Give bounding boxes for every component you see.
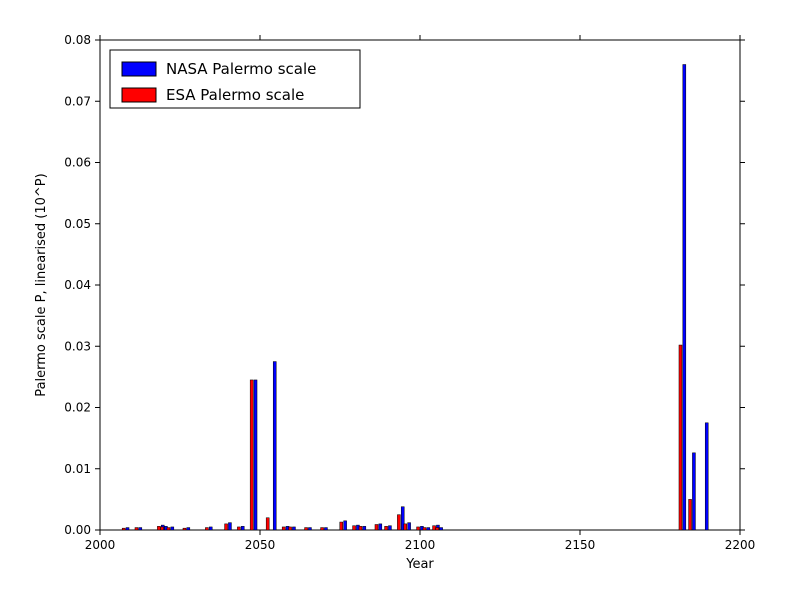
bar (427, 528, 430, 530)
y-tick-label: 0.04 (64, 278, 91, 292)
bar (408, 523, 411, 530)
y-tick-label: 0.01 (64, 462, 91, 476)
x-axis-label: Year (405, 557, 434, 572)
bar (250, 380, 253, 530)
palermo-chart: 2000 2050 2100 2150 2200 0.00 0.01 0.02 0.03 0.04… (0, 0, 800, 600)
legend-label: ESA Palermo scale (166, 86, 304, 104)
bar (171, 527, 174, 530)
bar (423, 528, 426, 530)
bar (266, 518, 269, 530)
bar (340, 522, 343, 530)
bar (209, 527, 212, 530)
x-tick-label: 2100 (405, 538, 436, 552)
x-tick-label: 2150 (565, 538, 596, 552)
bar (344, 521, 347, 530)
legend-swatch (122, 62, 156, 76)
bar (157, 526, 160, 530)
bar (363, 526, 366, 530)
bar (254, 380, 257, 530)
bar (375, 524, 378, 530)
bar (359, 526, 362, 530)
bar (417, 527, 420, 530)
bar (689, 499, 692, 530)
bar (289, 527, 292, 530)
bar (440, 528, 443, 530)
bar (237, 527, 240, 530)
bar (321, 528, 324, 530)
x-tick-label: 2200 (725, 538, 756, 552)
bar (135, 528, 138, 530)
bar (379, 524, 382, 530)
bar (436, 528, 439, 530)
bar (385, 526, 388, 530)
bar (126, 528, 129, 530)
bar (305, 528, 308, 530)
bar (433, 526, 436, 530)
bar (228, 523, 231, 530)
x-tick-label: 2050 (245, 538, 276, 552)
bar (183, 528, 186, 530)
bar (324, 528, 327, 530)
bar (404, 524, 407, 530)
y-tick-label: 0.07 (64, 94, 91, 108)
y-tick-label: 0.00 (64, 523, 91, 537)
bar (308, 528, 311, 530)
bar (241, 526, 244, 530)
y-axis-label: Palermo scale P, linearised (10^P) (34, 173, 49, 396)
bar (292, 527, 295, 530)
bar (205, 528, 208, 530)
bar (683, 65, 686, 531)
y-tick-label: 0.08 (64, 33, 91, 47)
bar (353, 526, 356, 530)
bar (388, 526, 391, 530)
legend-swatch (122, 88, 156, 102)
bar (187, 528, 190, 530)
bar (139, 528, 142, 530)
legend-label: NASA Palermo scale (166, 60, 316, 78)
y-tick-label: 0.02 (64, 401, 91, 415)
y-tick-label: 0.05 (64, 217, 91, 231)
y-tick-label: 0.03 (64, 339, 91, 353)
y-tick-label: 0.06 (64, 156, 91, 170)
bar (705, 423, 708, 530)
x-tick-label: 2000 (85, 538, 116, 552)
bar (225, 524, 228, 530)
bar (161, 527, 164, 530)
bar (167, 528, 170, 530)
bar (122, 528, 125, 530)
bar (397, 515, 400, 530)
bar (273, 362, 276, 530)
bar (692, 453, 695, 530)
bar (282, 527, 285, 530)
bar (679, 345, 682, 530)
